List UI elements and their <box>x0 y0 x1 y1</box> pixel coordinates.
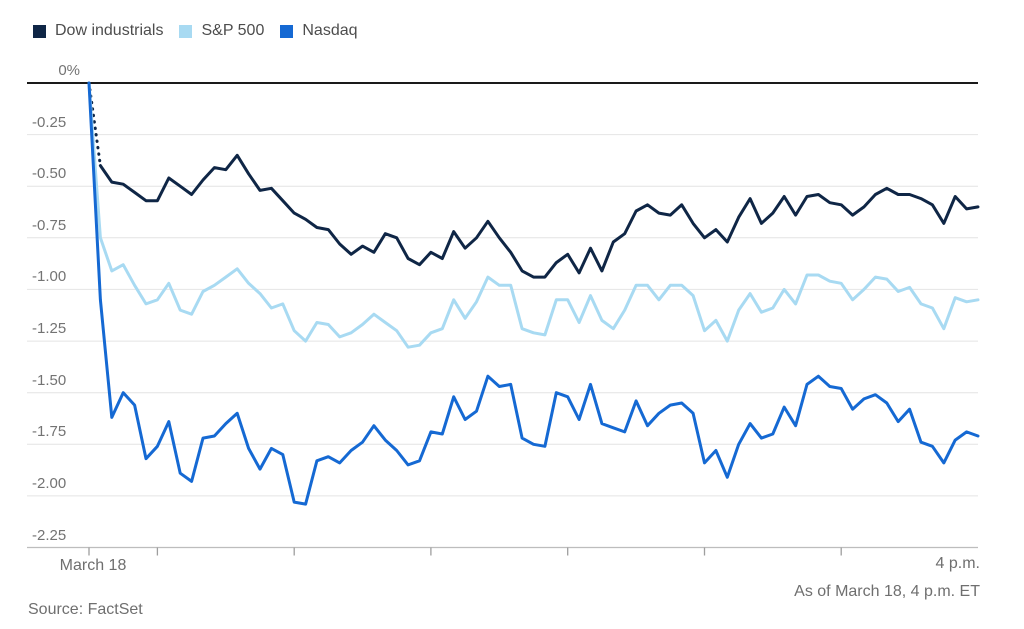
legend-item-dow-industrials: Dow industrials <box>33 22 163 40</box>
legend-label-nasdaq: Nasdaq <box>302 22 358 39</box>
dow-industrials-swatch-icon <box>33 24 46 38</box>
series-line <box>87 81 980 506</box>
y-axis-tick-label: -0.75 <box>32 216 67 234</box>
y-axis-tick-label: -0.50 <box>32 165 67 183</box>
y-axis-tick-label: 0% <box>58 62 80 79</box>
sp500-swatch-icon <box>179 24 193 38</box>
source-credit: Source: FactSet <box>28 601 143 618</box>
legend-item-sp500: S&P 500 <box>179 22 264 40</box>
as-of-note: As of March 18, 4 p.m. ET <box>794 583 980 600</box>
series-line <box>87 81 980 349</box>
x-axis-end-time-label: 4 p.m. <box>935 555 980 572</box>
legend-label-sp500: S&P 500 <box>201 22 265 39</box>
y-axis-tick-label: -1.00 <box>32 268 67 286</box>
legend-item-nasdaq: Nasdaq <box>280 22 358 40</box>
y-axis-tick-label: -2.25 <box>32 526 67 544</box>
y-axis-tick-label: -1.50 <box>32 371 67 389</box>
x-axis-date-label: March 18 <box>59 557 127 574</box>
nasdaq-swatch-icon <box>280 24 294 38</box>
y-axis-tick-label: -1.25 <box>32 320 67 338</box>
y-axis-tick-label: -0.25 <box>32 113 67 131</box>
chart-legend: Dow industrials S&P 500 Nasdaq <box>33 22 358 40</box>
y-axis-tick-label: -1.75 <box>32 423 67 441</box>
series-line <box>98 153 980 279</box>
y-axis-tick-label: -2.00 <box>32 474 67 492</box>
legend-label-dow-industrials: Dow industrials <box>55 22 164 39</box>
